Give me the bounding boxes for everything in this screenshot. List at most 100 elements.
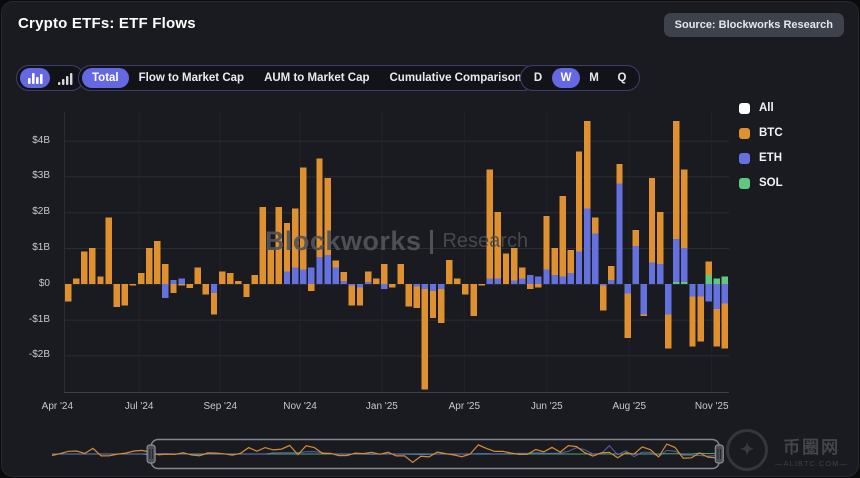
bar-segment-btc[interactable] xyxy=(397,264,404,284)
bar-segment-eth[interactable] xyxy=(421,283,429,290)
bar-segment-btc[interactable] xyxy=(373,278,380,284)
bar-segment-eth[interactable] xyxy=(543,269,550,284)
chart-navigator[interactable] xyxy=(46,438,724,470)
bar-segment-btc[interactable] xyxy=(259,206,266,284)
bar-segment-eth[interactable] xyxy=(697,283,704,297)
bar-segment-btc[interactable] xyxy=(543,215,550,270)
period-d[interactable]: D xyxy=(533,72,543,84)
bar-segment-eth[interactable] xyxy=(364,282,372,284)
navigator-handle-right[interactable] xyxy=(714,444,724,464)
bar-segment-eth[interactable] xyxy=(681,248,688,283)
tab-flow-to-market-cap[interactable]: Flow to Market Cap xyxy=(138,72,245,84)
bar-segment-btc[interactable] xyxy=(616,163,623,184)
bar-segment-btc[interactable] xyxy=(664,314,672,349)
bar-segment-btc[interactable] xyxy=(656,212,664,265)
bar-segment-btc[interactable] xyxy=(89,248,96,284)
bar-segment-eth[interactable] xyxy=(632,246,639,284)
bar-segment-eth[interactable] xyxy=(170,280,177,284)
bar-segment-eth[interactable] xyxy=(429,283,437,291)
bar-segment-eth[interactable] xyxy=(381,283,388,290)
bar-segment-eth[interactable] xyxy=(713,283,721,309)
bar-segment-btc[interactable] xyxy=(300,167,307,270)
bar-segment-btc[interactable] xyxy=(591,217,599,234)
bar-segment-eth[interactable] xyxy=(178,278,185,284)
bar-segment-btc[interactable] xyxy=(137,273,145,284)
bar-segment-btc[interactable] xyxy=(283,222,291,272)
bar-segment-eth[interactable] xyxy=(519,278,526,284)
bar-segment-eth[interactable] xyxy=(705,283,712,302)
bar-segment-btc[interactable] xyxy=(154,240,161,284)
column-chart-button[interactable] xyxy=(20,68,50,88)
bar-segment-btc[interactable] xyxy=(421,289,429,390)
bar-segment-eth[interactable] xyxy=(583,208,591,284)
bar-segment-btc[interactable] xyxy=(632,230,639,247)
bar-segment-btc[interactable] xyxy=(356,287,364,306)
bar-segment-btc[interactable] xyxy=(697,296,704,342)
bar-segment-eth[interactable] xyxy=(316,256,323,284)
bar-segment-btc[interactable] xyxy=(113,283,120,308)
bar-segment-eth[interactable] xyxy=(721,283,729,304)
bar-segment-btc[interactable] xyxy=(527,283,534,290)
bar-segment-btc[interactable] xyxy=(170,283,177,293)
bar-segment-eth[interactable] xyxy=(600,283,607,286)
bar-segment-eth[interactable] xyxy=(332,267,339,284)
bar-segment-btc[interactable] xyxy=(551,248,558,275)
bar-segment-sol[interactable] xyxy=(713,278,721,284)
bar-segment-sol[interactable] xyxy=(705,274,712,284)
bar-segment-btc[interactable] xyxy=(186,283,193,289)
bar-segment-btc[interactable] xyxy=(227,273,234,284)
bar-segment-btc[interactable] xyxy=(575,151,583,252)
bar-segment-btc[interactable] xyxy=(721,303,729,349)
bar-segment-btc[interactable] xyxy=(494,212,502,279)
bar-segment-btc[interactable] xyxy=(324,178,331,256)
bar-segment-btc[interactable] xyxy=(648,178,656,263)
bar-segment-eth[interactable] xyxy=(527,274,534,284)
period-q[interactable]: Q xyxy=(617,72,627,84)
tab-total[interactable]: Total xyxy=(82,68,129,88)
bar-segment-btc[interactable] xyxy=(478,283,485,286)
bar-segment-btc[interactable] xyxy=(243,283,250,298)
bar-segment-btc[interactable] xyxy=(689,296,696,347)
bar-segment-eth[interactable] xyxy=(162,283,169,299)
period-w[interactable]: W xyxy=(552,68,580,88)
bar-segment-btc[interactable] xyxy=(600,285,607,311)
bar-segment-btc[interactable] xyxy=(129,283,137,286)
bar-segment-eth[interactable] xyxy=(575,251,583,284)
bar-segment-btc[interactable] xyxy=(291,208,299,268)
bar-segment-btc[interactable] xyxy=(194,267,202,284)
bar-segment-btc[interactable] xyxy=(486,169,493,279)
bar-segment-btc[interactable] xyxy=(308,283,315,291)
bar-segment-sol[interactable] xyxy=(681,282,688,284)
bar-segment-btc[interactable] xyxy=(502,253,510,284)
bar-segment-btc[interactable] xyxy=(454,278,461,284)
bar-segment-eth[interactable] xyxy=(673,239,680,283)
bar-segment-btc[interactable] xyxy=(235,280,242,284)
bar-segment-eth[interactable] xyxy=(624,283,631,294)
bar-segment-eth[interactable] xyxy=(559,276,566,284)
bar-segment-btc[interactable] xyxy=(105,217,112,284)
bar-segment-btc[interactable] xyxy=(413,286,420,308)
bar-segment-sol[interactable] xyxy=(721,276,729,284)
bar-segment-btc[interactable] xyxy=(705,261,712,275)
bar-segment-sol[interactable] xyxy=(673,282,680,284)
bar-segment-btc[interactable] xyxy=(97,276,104,284)
bar-segment-btc[interactable] xyxy=(348,285,356,306)
bar-segment-eth[interactable] xyxy=(510,280,518,284)
bar-segment-eth[interactable] xyxy=(551,274,558,284)
bar-segment-btc[interactable] xyxy=(559,196,566,277)
bar-segment-eth[interactable] xyxy=(640,283,648,315)
bar-segment-btc[interactable] xyxy=(267,249,274,284)
bar-segment-eth[interactable] xyxy=(616,183,623,284)
bar-segment-eth[interactable] xyxy=(210,283,218,293)
bar-segment-eth[interactable] xyxy=(608,280,615,284)
bar-segment-btc[interactable] xyxy=(340,272,347,281)
bar-segment-eth[interactable] xyxy=(348,283,356,286)
bar-segment-btc[interactable] xyxy=(389,283,396,288)
legend-item-eth[interactable]: ETH xyxy=(739,152,783,164)
bar-segment-eth[interactable] xyxy=(308,267,315,284)
bar-segment-eth[interactable] xyxy=(356,283,364,288)
bar-segment-eth[interactable] xyxy=(535,276,542,284)
bar-segment-btc[interactable] xyxy=(640,314,648,317)
bar-segment-btc[interactable] xyxy=(624,293,631,339)
bar-segment-eth[interactable] xyxy=(413,283,420,287)
